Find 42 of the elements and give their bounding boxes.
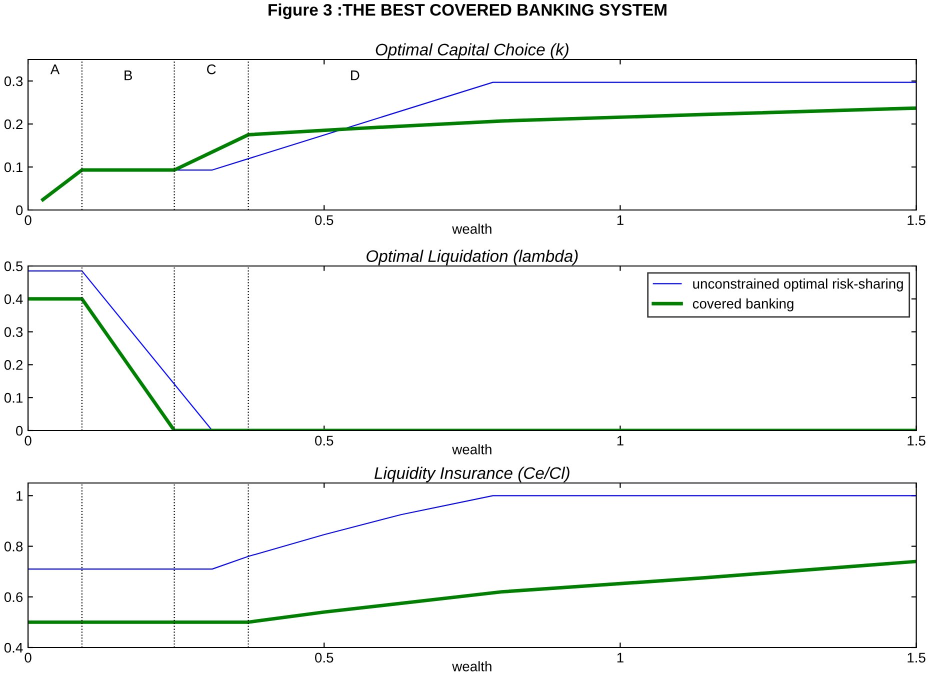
x-tick-label: 1.5: [908, 652, 926, 663]
annotation: A: [50, 64, 60, 74]
y-tick-label: 0.1: [4, 392, 23, 403]
y-tick-label: 0.3: [4, 76, 23, 86]
line-series: [28, 495, 916, 570]
y-tick-label: 0.5: [4, 261, 23, 272]
x-tick-label: 0.5: [315, 436, 334, 446]
x-tick-label: 0.5: [315, 652, 334, 663]
x-tick-label: 1: [617, 652, 624, 662]
chart-subtitle: Liquidity Insurance (Ce/Cl): [374, 466, 570, 482]
x-tick-label: 0: [24, 436, 32, 446]
y-tick-label: 0.2: [4, 119, 22, 130]
x-tick-label: 0: [24, 652, 32, 663]
line-series: [41, 106, 916, 202]
legend-label: unconstrained optimal risk-sharing: [693, 278, 903, 292]
y-tick-label: 0.2: [4, 360, 22, 370]
x-axis-title: wealth: [452, 224, 492, 234]
x-axis-title: wealth: [452, 661, 492, 672]
annotation: B: [124, 70, 132, 80]
y-tick-label: 0.4: [4, 294, 23, 304]
y-tick-label: 0.4: [4, 642, 23, 653]
y-tick-label: 0.6: [4, 592, 23, 602]
y-tick-label: 0: [16, 426, 23, 436]
annotation: D: [351, 70, 360, 80]
x-tick-label: 0.5: [315, 215, 334, 226]
line-series: [28, 560, 916, 624]
y-tick-label: 0: [16, 205, 23, 216]
x-tick-label: 1: [617, 436, 624, 446]
y-tick-label: 0.1: [4, 162, 23, 172]
x-tick-label: 1.5: [908, 215, 926, 226]
annotation: C: [207, 64, 216, 74]
x-tick-label: 1: [617, 215, 624, 225]
chart-subtitle: Optimal Liquidation (lambda): [366, 250, 578, 266]
chart-title: Figure 3 :THE BEST COVERED BANKING SYSTEM: [268, 4, 666, 20]
x-axis-title: wealth: [452, 444, 492, 454]
x-tick-label: 0: [24, 215, 32, 226]
x-tick-label: 1.5: [908, 436, 926, 446]
y-tick-label: 1: [16, 491, 23, 501]
y-tick-label: 0.3: [4, 327, 23, 337]
y-tick-label: 0.8: [4, 542, 23, 552]
chart-subtitle: Optimal Capital Choice (k): [376, 43, 568, 59]
legend-label: covered banking: [692, 298, 794, 312]
